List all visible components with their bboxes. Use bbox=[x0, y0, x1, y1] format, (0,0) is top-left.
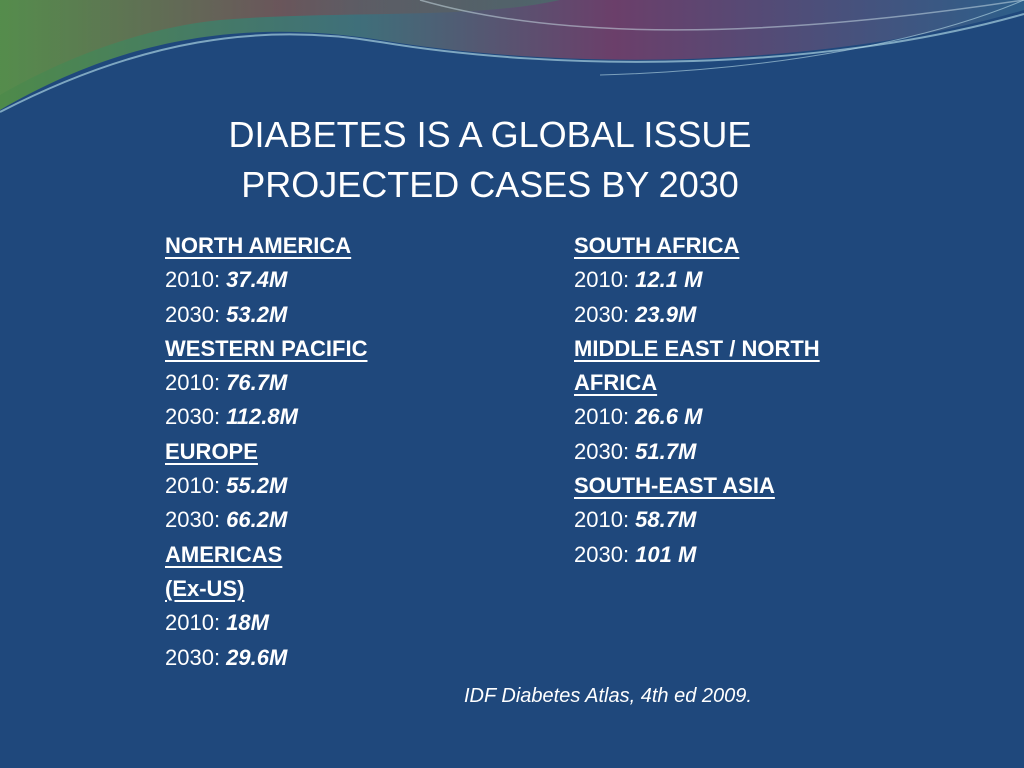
case-count-value: 29.6M bbox=[226, 644, 288, 670]
cases-2030-line: 2030: 29.6M bbox=[165, 641, 565, 675]
case-count-value: 26.6 M bbox=[635, 404, 703, 430]
region-name: MIDDLE EAST / NORTH AFRICA bbox=[574, 332, 974, 401]
year-label: 2030: bbox=[165, 507, 227, 533]
title-line-2: PROJECTED CASES BY 2030 bbox=[241, 164, 739, 205]
region-block: MIDDLE EAST / NORTH AFRICA 2010: 26.6 M 203… bbox=[574, 332, 974, 469]
decorative-swoosh-banner bbox=[0, 0, 1024, 113]
region-block: SOUTH-EAST ASIA 2010: 58.7M 2030: 101 M bbox=[574, 469, 974, 572]
cases-2010-line: 2010: 18M bbox=[165, 606, 565, 640]
region-name-line: (Ex-US) bbox=[165, 575, 245, 601]
cases-2010-line: 2010: 58.7M bbox=[574, 503, 974, 537]
cases-2010-line: 2010: 26.6 M bbox=[574, 400, 974, 434]
year-label: 2010: bbox=[165, 370, 227, 396]
region-name-line: NORTH AMERICA bbox=[165, 233, 352, 258]
region-name-line: SOUTH-EAST ASIA bbox=[574, 473, 775, 499]
title-line-1: DIABETES IS A GLOBAL ISSUE bbox=[228, 114, 752, 155]
region-name-line: AMERICAS bbox=[165, 541, 283, 567]
region-block: SOUTH AFRICA 2010: 12.1 M 2030: 23.9M bbox=[574, 229, 974, 332]
year-label: 2010: bbox=[165, 267, 227, 293]
case-count-value: 51.7M bbox=[635, 438, 697, 464]
year-label: 2010: bbox=[574, 267, 636, 293]
region-name-line: MIDDLE EAST / NORTH bbox=[574, 335, 820, 361]
region-name: AMERICAS (Ex-US) bbox=[165, 538, 565, 607]
cases-2010-line: 2010: 37.4M bbox=[165, 263, 565, 297]
region-block: NORTH AMERICA 2010: 37.4M 2030: 53.2M bbox=[165, 229, 565, 332]
case-count-value: 76.7M bbox=[226, 370, 288, 396]
region-name: SOUTH-EAST ASIA bbox=[574, 469, 974, 503]
region-name-line: SOUTH AFRICA bbox=[574, 233, 740, 258]
region-name: SOUTH AFRICA bbox=[574, 229, 974, 263]
cases-2010-line: 2010: 55.2M bbox=[165, 469, 565, 503]
right-region-column: SOUTH AFRICA 2010: 12.1 M 2030: 23.9M MIDDL… bbox=[574, 229, 974, 572]
region-name-line: EUROPE bbox=[165, 438, 258, 464]
case-count-value: 23.9M bbox=[635, 301, 697, 327]
region-name-line: AFRICA bbox=[574, 370, 658, 396]
case-count-value: 58.7M bbox=[635, 507, 697, 533]
cases-2030-line: 2030: 112.8M bbox=[165, 400, 565, 434]
region-name: NORTH AMERICA bbox=[165, 229, 565, 263]
case-count-value: 53.2M bbox=[226, 301, 288, 327]
year-label: 2030: bbox=[165, 644, 227, 670]
case-count-value: 66.2M bbox=[226, 507, 288, 533]
year-label: 2010: bbox=[165, 610, 227, 636]
source-citation: IDF Diabetes Atlas, 4th ed 2009. bbox=[464, 685, 752, 707]
region-block: WESTERN PACIFIC 2010: 76.7M 2030: 112.8M bbox=[165, 332, 565, 435]
year-label: 2030: bbox=[574, 541, 636, 567]
region-block: AMERICAS (Ex-US) 2010: 18M 2030: 29.6M bbox=[165, 538, 565, 675]
year-label: 2030: bbox=[574, 301, 636, 327]
year-label: 2030: bbox=[165, 404, 227, 430]
case-count-value: 112.8M bbox=[226, 404, 298, 430]
region-block: EUROPE 2010: 55.2M 2030: 66.2M bbox=[165, 435, 565, 538]
left-region-column: NORTH AMERICA 2010: 37.4M 2030: 53.2M WESTE… bbox=[165, 229, 565, 675]
cases-2030-line: 2030: 23.9M bbox=[574, 298, 974, 332]
case-count-value: 101 M bbox=[635, 541, 697, 567]
cases-2010-line: 2010: 12.1 M bbox=[574, 263, 974, 297]
case-count-value: 18M bbox=[226, 610, 269, 636]
cases-2030-line: 2030: 101 M bbox=[574, 538, 974, 572]
case-count-value: 37.4M bbox=[226, 267, 288, 293]
year-label: 2010: bbox=[574, 404, 636, 430]
case-count-value: 12.1 M bbox=[635, 267, 703, 293]
cases-2030-line: 2030: 51.7M bbox=[574, 435, 974, 469]
year-label: 2010: bbox=[574, 507, 636, 533]
cases-2030-line: 2030: 66.2M bbox=[165, 503, 565, 537]
region-name-line: WESTERN PACIFIC bbox=[165, 335, 368, 361]
slide-title: DIABETES IS A GLOBAL ISSUE PROJECTED CAS… bbox=[0, 110, 980, 210]
year-label: 2030: bbox=[165, 301, 227, 327]
case-count-value: 55.2M bbox=[226, 473, 288, 499]
year-label: 2010: bbox=[165, 473, 227, 499]
cases-2010-line: 2010: 76.7M bbox=[165, 366, 565, 400]
region-name: EUROPE bbox=[165, 435, 565, 469]
region-name: WESTERN PACIFIC bbox=[165, 332, 565, 366]
cases-2030-line: 2030: 53.2M bbox=[165, 298, 565, 332]
year-label: 2030: bbox=[574, 438, 636, 464]
